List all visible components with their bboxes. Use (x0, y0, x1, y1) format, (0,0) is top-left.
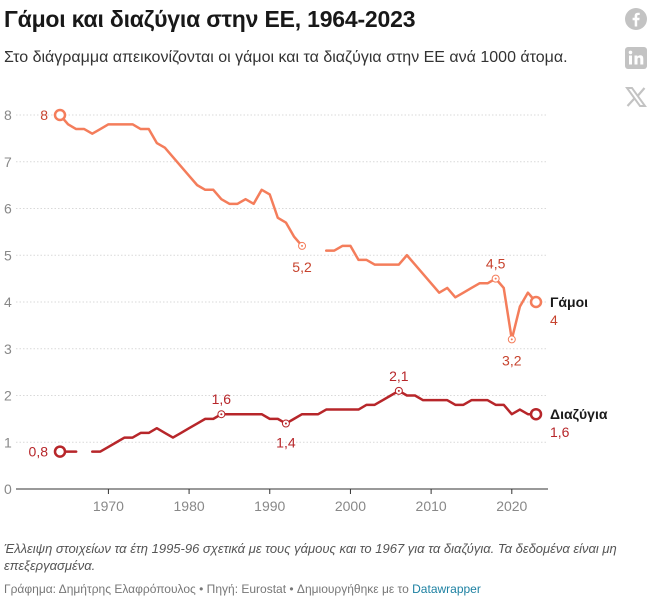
point-marker-dot (510, 338, 513, 341)
data-label: 4,5 (486, 256, 506, 272)
point-marker-dot (494, 277, 497, 280)
data-label: 1,6 (212, 391, 232, 407)
byline-text: Γράφημα: Δημήτρης Ελαφρόπουλος • Πηγή: E… (4, 582, 413, 596)
point-marker-dot (220, 413, 223, 416)
chart-subtitle: Στο διάγραμμα απεικονίζονται οι γάμοι κα… (4, 49, 568, 66)
point-marker-dot (301, 244, 304, 247)
point-marker-dot (284, 422, 287, 425)
series-label: Γάμοι (550, 294, 588, 310)
end-point-marker (53, 445, 67, 458)
x-tick-label: 1980 (174, 498, 205, 514)
linkedin-icon[interactable] (624, 46, 648, 70)
byline: Γράφημα: Δημήτρης Ελαφρόπουλος • Πηγή: E… (4, 582, 481, 596)
datawrapper-link[interactable]: Datawrapper (412, 582, 481, 596)
x-tick-label: 2000 (335, 498, 366, 514)
y-tick-label: 3 (4, 341, 12, 357)
data-label: 0,8 (29, 444, 49, 460)
series-line-marriages (58, 113, 304, 248)
y-tick-label: 2 (4, 388, 12, 404)
point-marker-dot (397, 389, 400, 392)
series-label: Διαζύγια (550, 406, 608, 422)
line-chart: 0 1 2 3 4 5 6 7 8 1970 1980 1990 2000 2010 2020 8 5,2 4,5… (4, 107, 608, 514)
data-label: 1,6 (550, 424, 570, 440)
x-tick-label: 1970 (93, 498, 124, 514)
end-point-marker (529, 407, 543, 421)
data-label: 5,2 (292, 259, 312, 275)
data-label: 8 (40, 107, 48, 123)
x-tick-label: 1990 (254, 498, 285, 514)
y-tick-label: 8 (4, 107, 12, 123)
data-label: 3,2 (502, 352, 522, 368)
x-tick-label: 2010 (416, 498, 447, 514)
series-line-marriages (324, 244, 538, 341)
y-tick-label: 7 (4, 154, 12, 170)
end-point-marker (53, 108, 67, 122)
chart-title: Γάμοι και διαζύγια στην ΕΕ, 1964-2023 (4, 6, 416, 32)
x-tick-label: 2020 (496, 498, 527, 514)
data-label: 4 (550, 312, 558, 328)
y-tick-label: 1 (4, 434, 12, 450)
data-label: 1,4 (276, 435, 296, 451)
y-tick-label: 5 (4, 247, 12, 263)
series-line-divorces (91, 389, 538, 453)
data-label: 2,1 (389, 368, 409, 384)
y-tick-label: 0 (4, 481, 12, 497)
chart-note: Έλλειψη στοιχείων τα έτη 1995-96 σχετικά… (4, 541, 617, 573)
x-icon[interactable] (624, 85, 648, 109)
y-tick-label: 4 (4, 294, 12, 310)
y-tick-label: 6 (4, 201, 12, 217)
facebook-icon[interactable] (624, 7, 648, 31)
end-point-marker (529, 295, 543, 309)
